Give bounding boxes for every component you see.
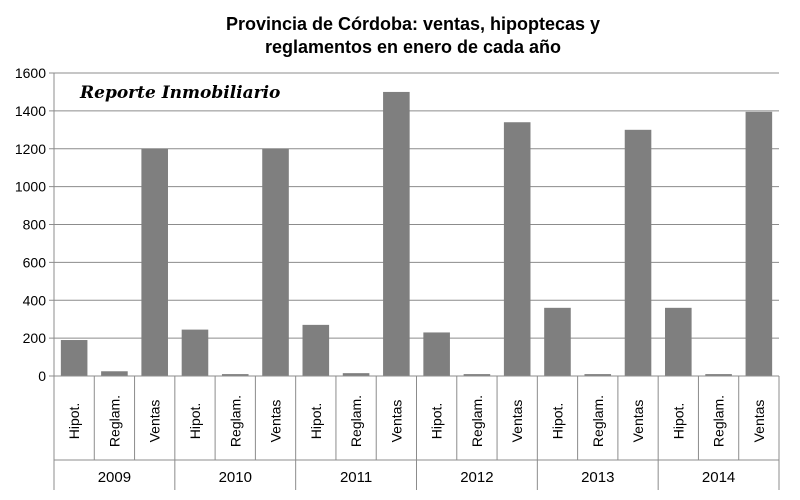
category-label: Hipot. [549, 403, 565, 440]
category-label: Ventas [751, 400, 767, 443]
axes [53, 73, 780, 490]
y-tick-label: 600 [23, 254, 47, 270]
category-label: Hipot. [429, 403, 445, 440]
bar [705, 374, 732, 376]
watermark-backdrop [76, 78, 284, 104]
category-label: Reglam. [469, 395, 485, 447]
category-label: Reglam. [227, 395, 243, 447]
bar [221, 374, 249, 376]
bar [101, 371, 128, 376]
bar [302, 324, 330, 376]
category-label: Ventas [630, 400, 646, 443]
bar [745, 111, 773, 377]
bar [141, 148, 168, 376]
bar [584, 374, 612, 376]
category-label: Reglam. [348, 395, 364, 447]
y-tick-label: 1200 [15, 141, 46, 157]
bar [262, 148, 289, 376]
year-label: 2009 [98, 469, 131, 486]
category-label: Ventas [268, 400, 284, 443]
y-tick-label: 200 [23, 330, 47, 346]
category-label: Ventas [509, 400, 525, 443]
year-label: 2013 [581, 469, 614, 486]
year-label: 2010 [219, 469, 252, 486]
y-tick-label: 1000 [15, 179, 46, 195]
watermark-logo: Reporte Inmobiliario [79, 83, 280, 103]
year-labels: 2009 2010 2011 2012 2013 2014 [98, 469, 736, 486]
category-label: Hipot. [670, 403, 686, 440]
chart-title-line-2: reglamentos en enero de cada año [265, 37, 561, 57]
y-tick-label: 800 [23, 217, 47, 233]
bars [60, 91, 773, 377]
category-label: Reglam. [590, 395, 606, 447]
y-tick-label: 1400 [15, 103, 46, 119]
category-label: Hipot. [308, 403, 324, 440]
bar [665, 307, 692, 376]
bar [342, 373, 370, 376]
y-tick-label: 0 [38, 368, 46, 384]
bar [463, 374, 491, 376]
year-label: 2014 [702, 469, 735, 486]
gridlines [49, 72, 779, 377]
year-label: 2012 [460, 469, 493, 486]
bar [423, 332, 450, 376]
bar [503, 122, 531, 376]
category-labels: Hipot. Reglam. Ventas Hipot. Reglam. Ventas Hi… [66, 395, 767, 447]
bar [60, 340, 88, 376]
y-axis-ticks: 0 200 400 600 800 1000 1200 1400 1600 [15, 65, 46, 384]
bar [624, 129, 652, 376]
category-label: Ventas [388, 400, 404, 443]
category-label: Hipot. [187, 403, 203, 440]
bar [544, 307, 571, 376]
year-label: 2011 [340, 469, 372, 486]
y-tick-label: 1600 [15, 65, 46, 81]
category-label: Hipot. [66, 403, 82, 440]
category-label: Reglam. [106, 395, 122, 447]
category-label: Reglam. [711, 395, 727, 447]
bar [181, 329, 209, 376]
category-label: Ventas [147, 400, 163, 443]
chart-title-line-1: Provincia de Córdoba: ventas, hipoptecas… [226, 14, 600, 34]
bar [383, 91, 410, 376]
y-tick-label: 400 [23, 292, 47, 308]
